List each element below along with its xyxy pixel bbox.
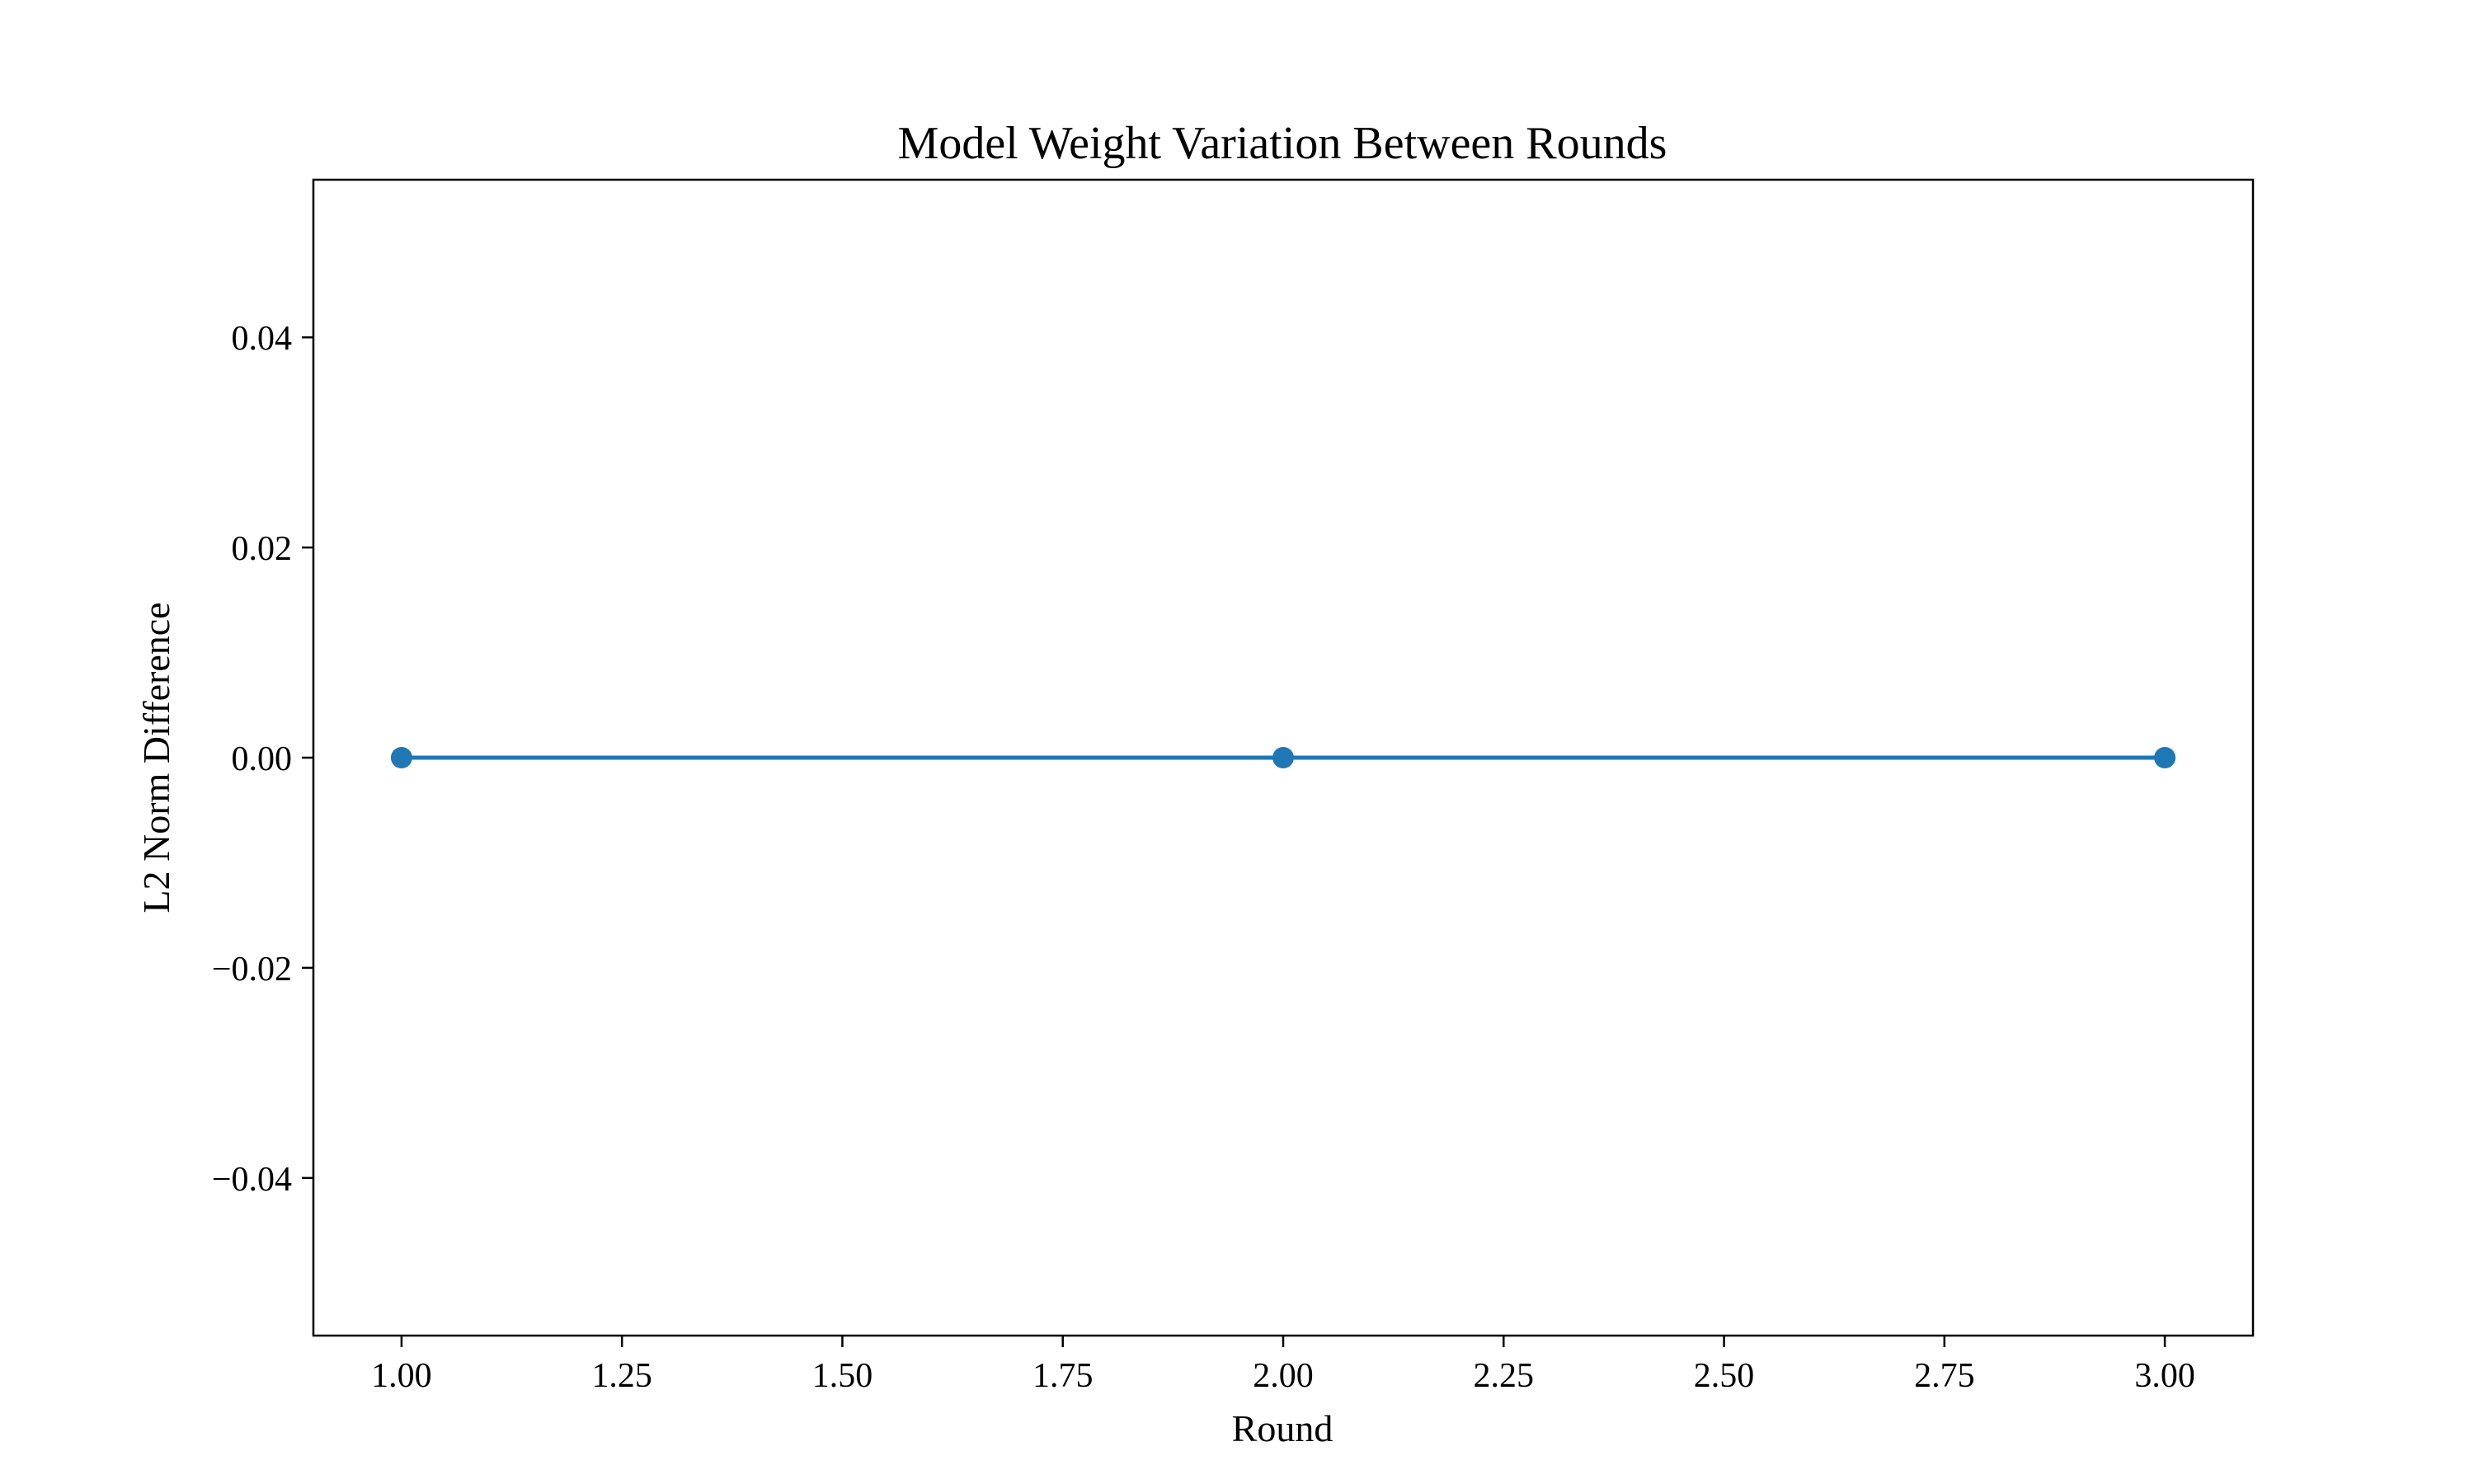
x-tick-label: 1.50 bbox=[812, 1357, 873, 1395]
chart-title: Model Weight Variation Between Rounds bbox=[898, 118, 1667, 169]
y-tick-label: 0.00 bbox=[232, 740, 293, 778]
data-point bbox=[2154, 747, 2176, 768]
x-tick-label: 1.25 bbox=[591, 1357, 652, 1395]
y-tick-label: −0.04 bbox=[212, 1161, 292, 1199]
x-tick-label: 1.00 bbox=[371, 1357, 432, 1395]
data-point bbox=[1272, 747, 1294, 768]
x-tick-label: 3.00 bbox=[2134, 1357, 2195, 1395]
x-tick-label: 2.50 bbox=[1694, 1357, 1755, 1395]
x-axis-ticks: 1.00 1.25 1.50 1.75 2.00 2.25 2.50 2.75 3.00 bbox=[371, 1336, 2195, 1395]
y-tick-label: −0.02 bbox=[212, 951, 292, 989]
data-point bbox=[390, 747, 412, 768]
y-axis-ticks: 0.04 0.02 0.00 −0.02 −0.04 bbox=[212, 320, 313, 1199]
y-tick-label: 0.04 bbox=[232, 320, 293, 358]
x-tick-label: 2.75 bbox=[1914, 1357, 1975, 1395]
x-tick-label: 2.25 bbox=[1474, 1357, 1535, 1395]
x-tick-label: 1.75 bbox=[1032, 1357, 1094, 1395]
x-tick-label: 2.00 bbox=[1253, 1357, 1314, 1395]
series-layer bbox=[390, 747, 2176, 768]
x-axis-label: Round bbox=[1232, 1407, 1333, 1449]
y-tick-label: 0.02 bbox=[232, 530, 293, 568]
y-axis-label: L2 Norm Difference bbox=[135, 602, 177, 913]
